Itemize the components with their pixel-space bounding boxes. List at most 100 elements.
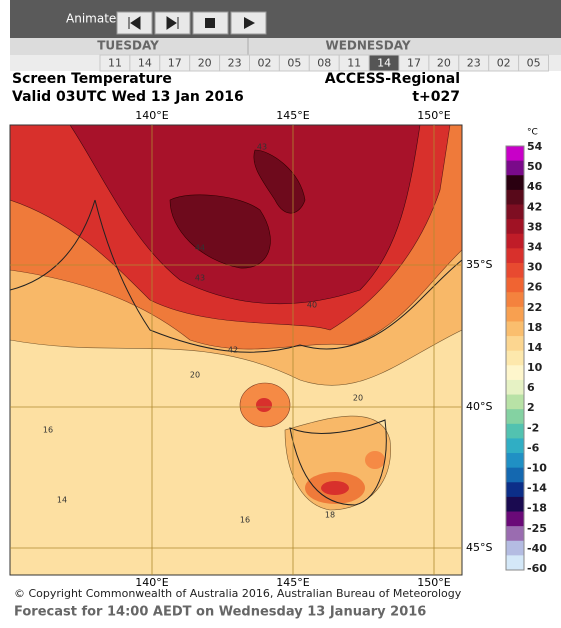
colorbar-label: 6 — [527, 381, 535, 394]
hour-label: 11 — [347, 57, 361, 70]
hour-label: 08 — [317, 57, 331, 70]
model: ACCESS-Regional — [325, 71, 460, 87]
day-label: WEDNESDAY — [325, 39, 410, 53]
colorbar-swatch — [506, 482, 524, 498]
colorbar-swatch — [506, 233, 524, 249]
colorbar-label: -6 — [527, 441, 540, 454]
colorbar-swatch — [506, 292, 524, 308]
forecast-time: Forecast for 14:00 AEDT on Wednesday 13 … — [14, 605, 426, 620]
contour-label: 20 — [190, 371, 200, 380]
colorbar-swatch — [506, 248, 524, 264]
colorbar-swatch — [506, 146, 524, 162]
title: Screen Temperature — [12, 71, 172, 87]
hour-label: 14 — [377, 57, 391, 70]
hour-cell[interactable] — [518, 54, 549, 72]
contour-label: 44 — [195, 244, 205, 253]
lon-label: 140°E — [135, 109, 168, 122]
lat-label: 45°S — [466, 541, 492, 554]
colorbar-swatch — [506, 467, 524, 483]
contour-label: 43 — [257, 143, 267, 152]
colorbar-swatch — [506, 277, 524, 293]
animate-label: Animate — [66, 12, 116, 26]
colorbar-label: 2 — [527, 401, 535, 414]
valid-time: Valid 03UTC Wed 13 Jan 2016 — [12, 89, 244, 105]
hour-label: 23 — [228, 57, 242, 70]
colorbar-swatch — [506, 409, 524, 425]
colorbar-label: 14 — [527, 341, 543, 354]
step-forward-button[interactable] — [154, 11, 191, 35]
colorbar-label: -2 — [527, 421, 539, 434]
colorbar-label: -10 — [527, 462, 547, 475]
play-button[interactable] — [230, 11, 267, 35]
hour-label: 02 — [497, 57, 511, 70]
colorbar-label: 42 — [527, 200, 542, 213]
colorbar-label: 18 — [527, 321, 542, 334]
colorbar-swatch — [506, 262, 524, 279]
contour-label: 14 — [57, 496, 67, 505]
lon-label: 140°E — [135, 576, 168, 589]
colorbar-swatch — [506, 438, 524, 454]
map — [9, 124, 463, 576]
forecast-step: t+027 — [412, 89, 460, 105]
colorbar-swatch — [506, 496, 524, 513]
colorbar-label: -18 — [527, 502, 547, 515]
colorbar-swatch — [506, 336, 524, 352]
colorbar-label: -40 — [527, 542, 547, 555]
contour-label: 16 — [240, 516, 250, 525]
colorbar-swatch — [506, 321, 524, 337]
colorbar-swatch — [506, 394, 524, 410]
lon-label: 150°E — [417, 576, 450, 589]
day-label: TUESDAY — [97, 39, 159, 53]
colorbar-label: 54 — [527, 140, 543, 153]
colorbar-label: 22 — [527, 301, 542, 314]
contour-label: 16 — [43, 426, 53, 435]
colorbar-label: 34 — [527, 240, 543, 253]
colorbar-swatch — [506, 540, 524, 556]
lon-label: 150°E — [417, 109, 450, 122]
colorbar-label: -25 — [527, 522, 547, 535]
contour-label: 43 — [195, 274, 205, 283]
hour-label: 20 — [437, 57, 451, 70]
contour-label: 40 — [307, 301, 317, 310]
colorbar-swatch — [506, 453, 524, 469]
day-row — [10, 38, 561, 55]
hour-label: 17 — [168, 57, 182, 70]
colorbar-label: 26 — [527, 281, 543, 294]
stop-button[interactable] — [192, 11, 229, 35]
hour-label: 20 — [198, 57, 212, 70]
colorbar-label: -14 — [527, 482, 547, 495]
hour-label: 14 — [138, 57, 152, 70]
colorbar-swatch — [506, 423, 524, 439]
unit: °C — [527, 128, 538, 138]
hour-label: 02 — [258, 57, 272, 70]
colorbar-swatch — [506, 365, 524, 381]
copyright: © Copyright Commonwealth of Australia 20… — [14, 587, 462, 600]
toolbar — [10, 0, 561, 38]
lon-label: 145°E — [276, 576, 309, 589]
colorbar-swatch — [506, 555, 524, 571]
colorbar-label: -60 — [527, 562, 547, 575]
hour-label: 17 — [407, 57, 421, 70]
lat-label: 35°S — [466, 258, 492, 271]
lat-label: 40°S — [466, 400, 492, 413]
contour-label: 42 — [228, 346, 238, 355]
step-back-button[interactable] — [116, 11, 153, 35]
colorbar-label: 38 — [527, 220, 542, 233]
colorbar-swatch — [506, 189, 524, 205]
colorbar-swatch — [506, 511, 524, 527]
colorbar-swatch — [506, 526, 524, 542]
contour-label: 20 — [353, 394, 363, 403]
colorbar-frame — [505, 145, 525, 571]
contour-label: 18 — [325, 511, 335, 520]
colorbar-label: 46 — [527, 180, 543, 193]
colorbar-swatch — [506, 160, 524, 176]
hour-label: 05 — [527, 57, 541, 70]
hour-label: 05 — [287, 57, 301, 70]
hour-label: 23 — [467, 57, 481, 70]
colorbar-swatch — [506, 350, 524, 366]
lon-label: 145°E — [276, 109, 309, 122]
colorbar-swatch — [506, 219, 524, 235]
colorbar-label: 30 — [527, 261, 543, 274]
colorbar-swatch — [506, 175, 524, 191]
